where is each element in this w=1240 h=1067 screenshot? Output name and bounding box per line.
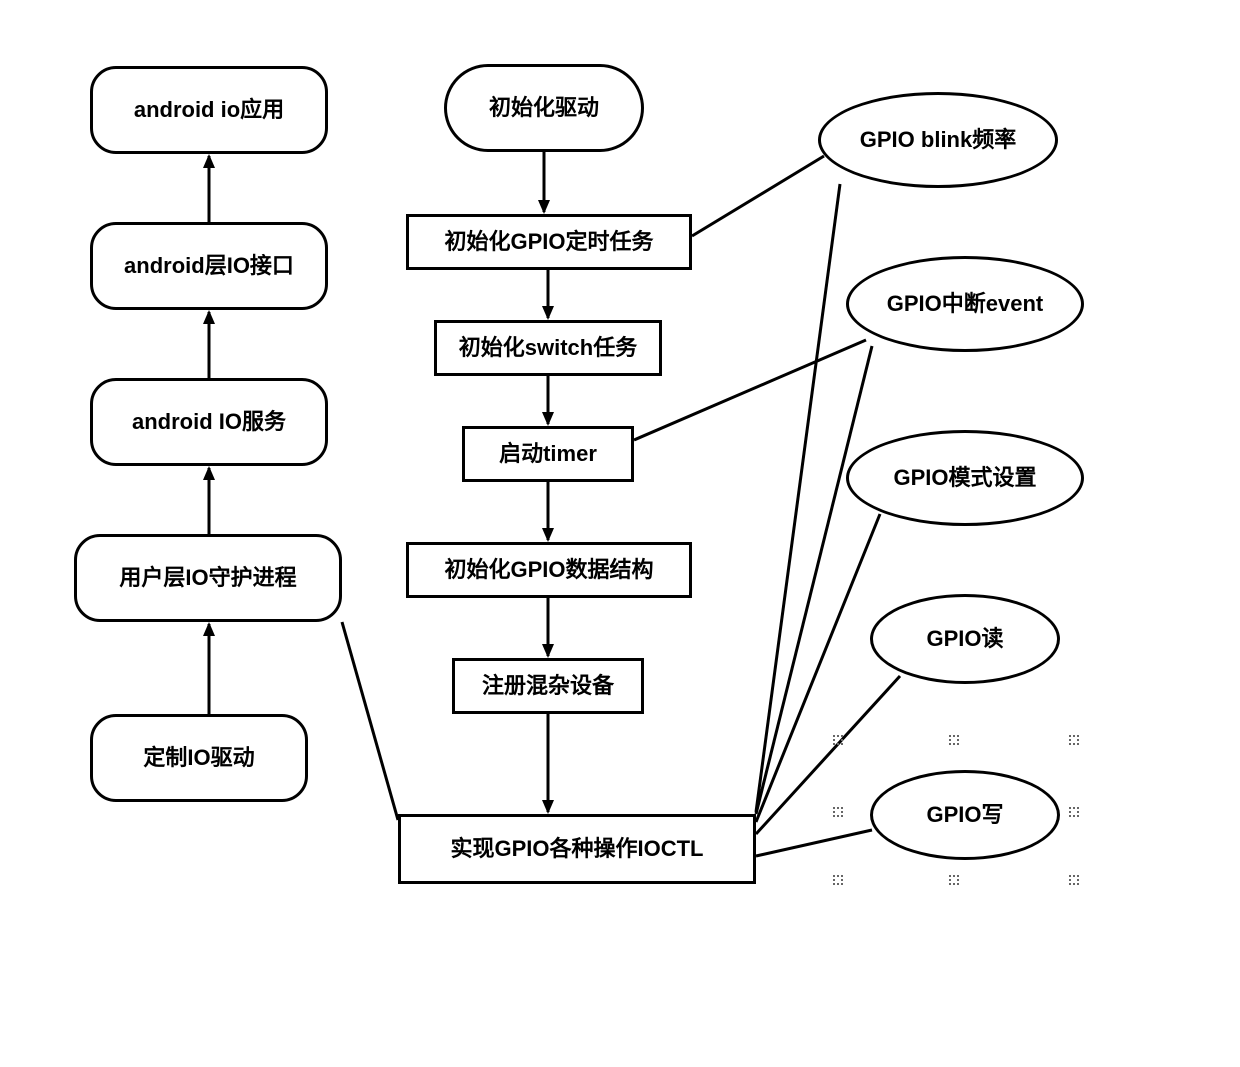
label: 定制IO驱动 <box>143 745 254 771</box>
label: 用户层IO守护进程 <box>119 565 296 591</box>
node-gpio-blink-freq: GPIO blink频率 <box>818 92 1058 188</box>
node-init-switch-task: 初始化switch任务 <box>434 320 662 376</box>
label: android层IO接口 <box>124 253 294 279</box>
label: GPIO读 <box>926 626 1003 652</box>
node-gpio-read: GPIO读 <box>870 594 1060 684</box>
label: 注册混杂设备 <box>482 673 614 699</box>
node-register-misc-device: 注册混杂设备 <box>452 658 644 714</box>
node-user-io-daemon: 用户层IO守护进程 <box>74 534 342 622</box>
label: GPIO blink频率 <box>860 127 1016 153</box>
label: 初始化GPIO数据结构 <box>444 557 653 583</box>
label: android IO服务 <box>132 409 286 435</box>
node-android-io-api: android层IO接口 <box>90 222 328 310</box>
node-android-io-app: android io应用 <box>90 66 328 154</box>
label: GPIO写 <box>926 802 1003 828</box>
node-init-gpio-timer-task: 初始化GPIO定时任务 <box>406 214 692 270</box>
node-init-driver: 初始化驱动 <box>444 64 644 152</box>
node-gpio-write[interactable]: GPIO写 <box>870 770 1060 860</box>
label: android io应用 <box>134 97 284 123</box>
label: GPIO中断event <box>887 291 1043 317</box>
label: 初始化switch任务 <box>459 335 637 361</box>
node-custom-io-driver: 定制IO驱动 <box>90 714 308 802</box>
node-init-gpio-struct: 初始化GPIO数据结构 <box>406 542 692 598</box>
node-gpio-ioctl: 实现GPIO各种操作IOCTL <box>398 814 756 884</box>
diagram-canvas: android io应用 android层IO接口 android IO服务 用… <box>0 0 1240 1067</box>
node-start-timer: 启动timer <box>462 426 634 482</box>
label: 启动timer <box>499 441 597 467</box>
node-gpio-mode: GPIO模式设置 <box>846 430 1084 526</box>
node-gpio-interrupt-event: GPIO中断event <box>846 256 1084 352</box>
label: 初始化驱动 <box>489 95 599 121</box>
node-android-io-service: android IO服务 <box>90 378 328 466</box>
label: GPIO模式设置 <box>893 465 1036 491</box>
label: 实现GPIO各种操作IOCTL <box>450 836 703 862</box>
label: 初始化GPIO定时任务 <box>444 229 653 255</box>
